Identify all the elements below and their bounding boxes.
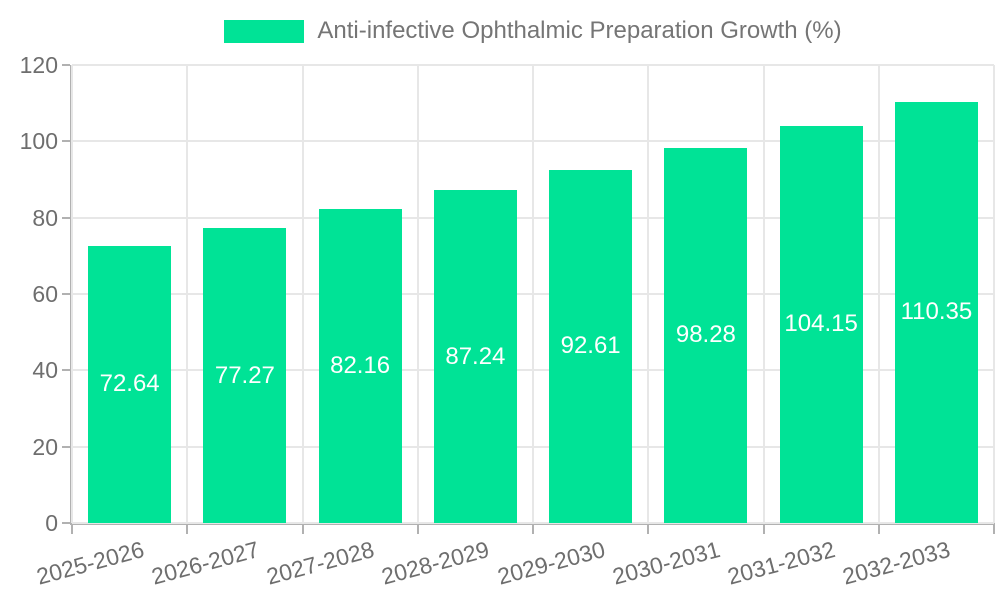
bar-value-label: 104.15	[784, 310, 858, 338]
gridline-vertical	[416, 65, 419, 523]
bar-value-label: 87.24	[445, 342, 506, 370]
y-axis-tick-label: 0	[45, 510, 58, 536]
bar-2027-2028[interactable]: 82.16	[318, 209, 402, 523]
bar-value-label: 98.28	[675, 321, 736, 349]
x-axis-tick	[762, 525, 765, 534]
gridline-vertical	[647, 65, 650, 523]
y-axis-tick	[62, 445, 70, 448]
y-axis-tick	[62, 293, 70, 295]
y-axis-tick	[62, 140, 70, 143]
bar-value-label: 82.16	[330, 352, 391, 380]
x-axis-tick-label: 2030-2031	[609, 536, 723, 590]
x-axis-tick-label: 2029-2030	[494, 536, 608, 590]
y-axis-tick-label: 20	[32, 433, 58, 460]
x-axis-tick	[647, 525, 650, 534]
y-axis-tick	[62, 369, 70, 372]
bar-2030-2031[interactable]: 98.28	[664, 147, 748, 523]
gridline-vertical	[532, 65, 534, 523]
legend-label: Anti-infective Ophthalmic Preparation Gr…	[317, 17, 842, 44]
bar-2028-2029[interactable]: 87.24	[433, 190, 517, 523]
gridline-vertical	[71, 65, 73, 523]
x-axis-tick-label: 2027-2028	[263, 536, 377, 590]
bar-2032-2033[interactable]: 110.35	[894, 101, 978, 523]
x-axis-tick	[993, 525, 995, 534]
x-axis-tick-label: 2026-2027	[148, 536, 262, 590]
x-axis-line	[70, 523, 995, 525]
legend-item[interactable]: Anti-infective Ophthalmic Preparation Gr…	[72, 16, 994, 46]
gridline-vertical	[762, 65, 765, 523]
x-axis-tick	[71, 525, 73, 534]
gridline-vertical	[877, 65, 880, 523]
gridline-vertical	[993, 65, 995, 523]
y-axis-tick-label: 40	[32, 357, 58, 384]
x-axis-tick-label: 2032-2033	[840, 536, 954, 590]
x-axis-tick-label: 2028-2029	[379, 536, 493, 590]
legend-swatch	[224, 19, 305, 43]
x-axis-tick-label: 2025-2026	[33, 536, 147, 590]
x-axis-tick	[532, 525, 534, 534]
bar-2025-2026[interactable]: 72.64	[88, 245, 172, 523]
x-axis-tick	[186, 525, 189, 534]
bar-value-label: 72.64	[99, 370, 160, 398]
y-axis-tick-label: 100	[19, 128, 58, 155]
x-axis-tick	[301, 525, 304, 534]
x-axis-tick-label: 2031-2032	[724, 536, 838, 590]
bar-value-label: 110.35	[900, 298, 973, 326]
gridline-horizontal	[72, 522, 994, 524]
y-axis-tick-label: 80	[32, 204, 58, 231]
x-axis-tick	[416, 525, 419, 534]
bar-2031-2032[interactable]: 104.15	[779, 125, 863, 523]
bar-value-label: 77.27	[214, 361, 275, 389]
y-axis-tick-label: 60	[32, 281, 58, 307]
x-axis-tick	[877, 525, 880, 534]
y-axis-tick-label: 120	[19, 52, 58, 78]
bar-value-label: 92.61	[560, 332, 621, 360]
y-axis-tick	[62, 522, 70, 524]
plot-area: 72.64 77.27 82.16 87.24 92.61 98.28 104.15 110.…	[62, 64, 995, 534]
bar-2029-2030[interactable]: 92.61	[549, 169, 633, 523]
bar-2026-2027[interactable]: 77.27	[203, 228, 287, 523]
y-axis-tick	[62, 64, 70, 66]
gridline-vertical	[186, 65, 189, 523]
gridline-vertical	[301, 65, 304, 523]
y-axis-tick	[62, 216, 70, 219]
